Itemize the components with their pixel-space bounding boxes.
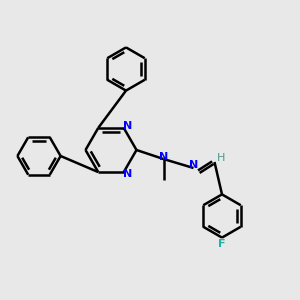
Text: N: N <box>159 152 168 163</box>
Text: N: N <box>123 122 132 131</box>
Text: H: H <box>217 153 225 164</box>
Text: N: N <box>189 160 198 170</box>
Text: N: N <box>123 169 132 178</box>
Text: F: F <box>218 239 226 249</box>
